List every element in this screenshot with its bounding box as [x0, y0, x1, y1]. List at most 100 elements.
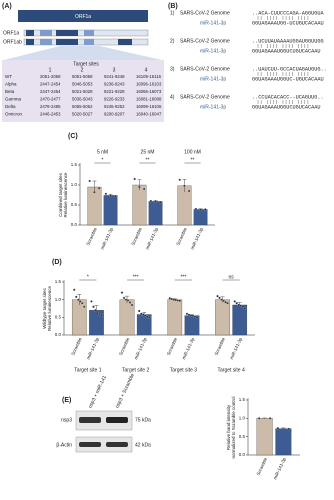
marker-label: 42 kDa — [135, 442, 151, 448]
data-point — [138, 309, 141, 313]
x-tick-label: miR-141-3p — [190, 226, 205, 250]
data-point — [239, 304, 242, 307]
bar — [167, 299, 183, 336]
site-cell: 16040-16047 — [136, 112, 162, 117]
data-point — [124, 298, 128, 301]
data-point — [235, 302, 238, 305]
data-point — [224, 300, 227, 304]
data-point — [191, 314, 195, 318]
data-point — [218, 296, 221, 300]
data-point — [126, 299, 130, 302]
site-cell: 2447-2454 — [40, 89, 61, 94]
bar — [193, 209, 208, 226]
y-tick-label: 1.0 — [71, 182, 78, 187]
data-point — [148, 316, 151, 319]
site-cell: 16099-16106 — [136, 104, 162, 109]
track-label: ORF1ab — [3, 39, 22, 45]
mirna-name: miR-141-3p — [200, 20, 226, 26]
data-point — [97, 186, 101, 190]
data-point — [241, 305, 244, 308]
alignment-number: 4) — [170, 94, 175, 100]
panel-label: (A) — [2, 3, 12, 10]
data-point — [193, 315, 197, 318]
data-point — [94, 309, 97, 312]
data-point — [114, 194, 117, 198]
data-point — [77, 298, 80, 301]
site-cell: 2446-2453 — [40, 112, 61, 117]
bar — [215, 299, 230, 336]
y-axis-label: Combined target sites — [58, 172, 63, 217]
y-tick-label: 0.0 — [55, 332, 62, 337]
bar — [256, 418, 273, 456]
y-axis-label: Relative luminescence — [47, 285, 52, 331]
data-point — [276, 427, 280, 430]
site-cell: 16109-16116 — [136, 74, 162, 79]
category-label: 100 nM — [184, 149, 201, 155]
x-tick-label: miR-141-3p — [145, 226, 160, 250]
bar — [132, 184, 147, 226]
data-point — [146, 315, 149, 318]
panel-label: (C) — [68, 133, 78, 140]
x-tick-label: miR-141-3p — [272, 456, 287, 480]
y-axis-label: Wildtype target sites — [42, 287, 47, 328]
y-tick-label: 0.0 — [239, 452, 246, 457]
target-sequence: ..UCUUAUAAAAUGGAUGGUUGG — [252, 38, 324, 44]
category-label: Target site 4 — [218, 367, 245, 373]
significance: ** — [146, 157, 150, 163]
target-name: SARS-CoV-2 Genome — [180, 66, 230, 72]
track-domains — [2, 29, 164, 122]
variant-label: WT — [5, 74, 12, 79]
data-point — [90, 300, 93, 303]
significance: * — [102, 157, 104, 163]
mirna-sequence: GGUAGAAAUGGUCUGUCACAAU — [252, 104, 321, 110]
data-point — [75, 295, 78, 299]
data-point — [183, 184, 186, 187]
bar — [275, 428, 292, 456]
site-cell: 9241-9248 — [104, 74, 125, 79]
data-point — [195, 316, 199, 319]
data-point — [185, 312, 189, 315]
category-label: 5 nM — [97, 149, 108, 155]
site-cell: 16066-16073 — [136, 89, 162, 94]
column-header: 3 — [113, 67, 116, 73]
data-point — [154, 200, 157, 203]
data-point — [268, 417, 272, 420]
gene-label: ORF1a — [75, 14, 91, 20]
y-tick-label: 0.0 — [71, 222, 78, 227]
site-cell: 2478-2485 — [40, 104, 61, 109]
data-point — [194, 207, 198, 211]
data-point — [226, 302, 229, 305]
x-tick-label: miR-141-3p — [229, 336, 244, 360]
data-point — [120, 291, 124, 294]
data-point — [172, 298, 175, 301]
x-tick-label: Scramble — [166, 336, 179, 356]
site-cell: 9245-9252 — [104, 104, 125, 109]
data-point — [122, 296, 126, 300]
data-point — [187, 189, 191, 193]
y-tick-label: 0.5 — [239, 434, 246, 439]
site-cell: 9221-9228 — [104, 89, 125, 94]
mirna-name: miR-141-3p — [200, 76, 226, 82]
y-tick-label: 1.5 — [239, 397, 246, 402]
y-tick-label: 1.5 — [71, 162, 78, 167]
data-point — [100, 314, 103, 317]
marker-label: 75 kDa — [135, 417, 151, 423]
site-cell: 5055-5062 — [72, 104, 93, 109]
variant-label: Beta — [5, 89, 15, 94]
variant-label: Alpha — [5, 82, 17, 87]
data-point — [222, 299, 225, 302]
data-point — [92, 305, 95, 308]
alignments: 1) SARS-CoV-2 Genome ..ACA-CUUCCCAGA-AGGUG… — [170, 10, 327, 110]
data-point — [93, 190, 96, 194]
target-sequence: ..UAUCUU-GCCACUAGAUGUG.. — [252, 66, 327, 72]
data-point — [216, 294, 219, 298]
data-point — [81, 302, 84, 305]
data-point — [187, 313, 191, 317]
target-name: SARS-CoV-2 Genome — [180, 38, 230, 44]
x-tick-label: miR-141-3p — [85, 336, 100, 360]
x-tick-label: miR-141-3p — [181, 336, 196, 360]
data-point — [174, 298, 177, 302]
target-sequence: ..CCUACACACC--UCAGUUG.. — [252, 94, 324, 100]
data-point — [73, 288, 76, 291]
significance: ** — [191, 157, 195, 163]
